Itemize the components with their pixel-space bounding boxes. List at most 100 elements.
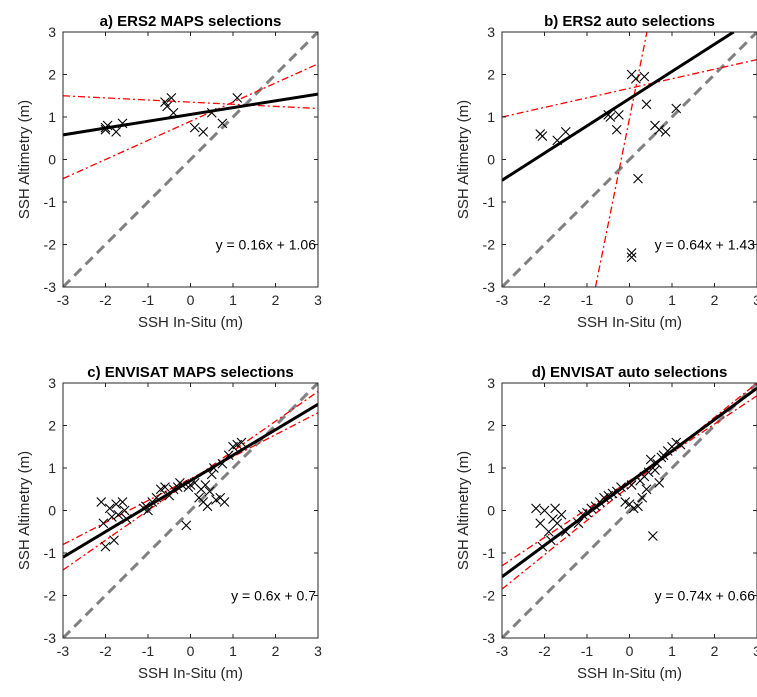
- y-tick-label: 3: [48, 24, 56, 40]
- data-point: [189, 122, 200, 133]
- x-tick-label: 1: [229, 292, 237, 308]
- data-point: [111, 499, 122, 510]
- y-tick-label: -1: [44, 194, 57, 210]
- y-tick-label: 3: [487, 375, 495, 391]
- y-tick-label: 0: [48, 152, 56, 168]
- y-tick-label: 1: [48, 109, 56, 125]
- y-tick-label: -2: [483, 588, 496, 604]
- x-tick-label: 1: [229, 643, 237, 659]
- y-tick-label: 1: [48, 460, 56, 476]
- data-point: [98, 518, 109, 529]
- x-tick-label: 0: [187, 643, 195, 659]
- y-tick-label: 0: [487, 503, 495, 519]
- y-tick-label: 3: [48, 375, 56, 391]
- subplot: -3 -2 -1 0 1 2 3 -3 -2 -1 0 1 2 3 d) ENVISAT auto sele…: [455, 364, 757, 682]
- x-tick-label: -1: [142, 643, 155, 659]
- data-point: [643, 467, 654, 478]
- data-point: [117, 497, 128, 507]
- reference-line: [63, 32, 318, 287]
- data-point: [647, 531, 658, 541]
- annotation: y = 0.6x + 0.7: [231, 588, 316, 604]
- data-point: [177, 480, 187, 490]
- x-axis-label: SSH In-Situ (m): [138, 665, 243, 682]
- data-point: [113, 509, 124, 520]
- data-point: [217, 458, 228, 469]
- data-point: [181, 520, 192, 531]
- x-tick-label: 3: [753, 643, 757, 659]
- data-point: [219, 497, 230, 507]
- plot-area: [502, 32, 757, 287]
- reference-line: [502, 32, 757, 287]
- data-point: [202, 501, 213, 512]
- confidence-line: [63, 412, 318, 546]
- data-point: [198, 126, 209, 137]
- chart-title: c) ENVISAT MAPS selections: [87, 364, 293, 381]
- confidence-line: [594, 32, 648, 287]
- data-point: [660, 126, 671, 137]
- x-tick-label: 2: [272, 643, 280, 659]
- fit-line: [63, 402, 318, 559]
- data-point: [168, 107, 179, 118]
- data-point: [537, 541, 548, 552]
- data-point: [573, 518, 584, 529]
- x-axis-label: SSH In-Situ (m): [138, 314, 243, 331]
- annotation: y = 0.74x + 0.66: [655, 588, 756, 604]
- data-point: [613, 109, 624, 120]
- x-tick-label: -1: [581, 643, 594, 659]
- data-point: [545, 535, 556, 546]
- data-point: [630, 73, 641, 84]
- data-point: [637, 492, 648, 503]
- x-tick-label: 0: [187, 292, 195, 308]
- data-point: [102, 120, 113, 131]
- data-point: [626, 252, 637, 263]
- data-point: [217, 118, 228, 129]
- x-tick-label: 1: [668, 292, 676, 308]
- data-point: [552, 135, 563, 146]
- x-tick-label: 1: [668, 643, 676, 659]
- data-point: [626, 480, 637, 490]
- data-point: [151, 492, 162, 503]
- y-tick-label: 3: [487, 24, 495, 40]
- x-tick-label: -2: [99, 292, 112, 308]
- y-tick-label: -2: [44, 237, 57, 253]
- data-point: [560, 126, 571, 137]
- x-tick-label: -3: [496, 643, 509, 659]
- x-tick-label: -3: [57, 292, 70, 308]
- data-point: [208, 463, 219, 473]
- y-tick-label: -2: [483, 237, 496, 253]
- y-axis-label: SSH Altimetry (m): [455, 451, 472, 570]
- data-point: [164, 490, 175, 501]
- data-point: [639, 71, 650, 82]
- y-tick-label: -1: [44, 545, 57, 561]
- data-point: [204, 486, 215, 497]
- data-point: [236, 437, 247, 448]
- x-tick-label: 0: [626, 643, 634, 659]
- data-point: [654, 124, 665, 135]
- data-point: [556, 509, 567, 520]
- data-point: [543, 526, 554, 537]
- chart-title: a) ERS2 MAPS selections: [100, 13, 282, 30]
- y-tick-label: -2: [44, 588, 57, 604]
- data-point: [654, 477, 665, 488]
- data-point: [641, 99, 652, 110]
- x-tick-label: 3: [314, 292, 322, 308]
- y-tick-label: 1: [487, 109, 495, 125]
- data-point: [106, 511, 117, 522]
- data-point: [626, 248, 637, 258]
- data-point: [552, 518, 563, 529]
- data-point: [535, 518, 546, 529]
- plot-area: [502, 383, 757, 638]
- data-point: [633, 173, 643, 184]
- x-axis-label: SSH In-Situ (m): [577, 665, 682, 682]
- chart-title: b) ERS2 auto selections: [544, 13, 715, 30]
- subplot: -3 -2 -1 0 1 2 3 -3 -2 -1 0 1 2 3 a) ERS2 MAPS selecti…: [16, 13, 322, 331]
- data-point: [652, 458, 663, 469]
- data-point: [605, 112, 616, 122]
- data-point: [633, 501, 643, 512]
- fit-line: [502, 32, 735, 182]
- data-point: [560, 526, 571, 537]
- data-point: [109, 535, 119, 546]
- y-tick-label: 2: [487, 418, 495, 434]
- confidence-line: [63, 63, 318, 180]
